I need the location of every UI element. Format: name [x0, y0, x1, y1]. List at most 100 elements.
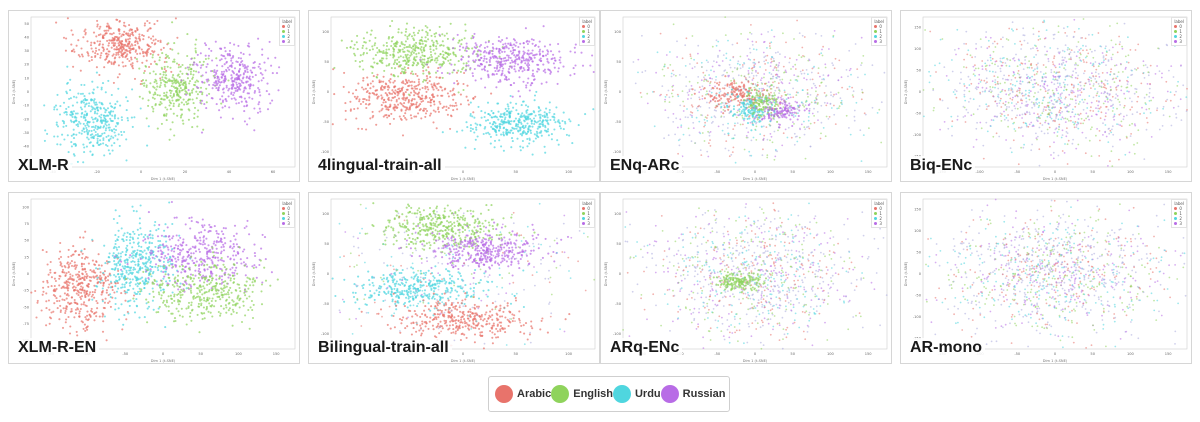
point-english — [165, 56, 168, 59]
mini-legend-dot — [582, 25, 586, 28]
point-english — [424, 36, 427, 39]
point-urdu — [761, 113, 764, 116]
point-arabic — [96, 25, 99, 28]
point-arabic — [397, 103, 400, 106]
point-mixed — [1099, 139, 1101, 142]
point-mixed — [800, 123, 803, 126]
point-urdu — [125, 138, 128, 141]
point-mixed — [1017, 163, 1020, 166]
point-arabic — [404, 109, 407, 112]
point-russian — [505, 78, 508, 82]
point-mixed — [854, 43, 857, 45]
point-english — [186, 77, 189, 80]
point-english — [765, 100, 768, 103]
point-mixed — [1090, 101, 1093, 104]
point-russian — [807, 104, 810, 107]
point-arabic — [115, 35, 118, 38]
point-mixed — [700, 79, 703, 82]
point-russian — [542, 63, 545, 66]
point-mixed — [706, 117, 708, 119]
point-english — [352, 47, 355, 50]
point-urdu — [559, 127, 562, 130]
point-russian — [221, 106, 224, 109]
point-mixed — [770, 77, 772, 80]
point-urdu — [751, 123, 754, 126]
point-arabic — [733, 82, 736, 85]
point-mixed — [764, 63, 766, 65]
point-arabic — [427, 88, 430, 91]
point-russian — [770, 114, 773, 117]
point-arabic — [432, 121, 435, 124]
point-urdu — [742, 108, 745, 111]
point-russian — [237, 56, 240, 60]
point-english — [188, 92, 192, 95]
point-russian — [253, 91, 256, 94]
point-arabic — [138, 47, 141, 50]
point-mixed — [783, 89, 786, 92]
point-russian — [243, 64, 246, 67]
point-english — [417, 32, 420, 35]
point-english — [165, 53, 168, 56]
point-arabic — [462, 82, 465, 86]
point-mixed — [701, 85, 704, 88]
point-english — [412, 37, 415, 40]
point-english — [441, 76, 444, 79]
point-russian — [257, 103, 260, 106]
point-urdu — [726, 93, 729, 96]
point-urdu — [502, 131, 505, 134]
point-arabic — [399, 102, 402, 105]
point-mixed — [708, 74, 710, 76]
mini-legend-entry: 3 — [282, 39, 292, 44]
point-urdu — [102, 138, 105, 142]
point-mixed — [676, 40, 678, 43]
point-russian — [211, 59, 214, 62]
point-urdu — [524, 131, 527, 134]
point-arabic — [451, 94, 454, 97]
point-arabic — [441, 89, 444, 92]
point-urdu — [751, 120, 754, 123]
point-mixed — [950, 115, 953, 118]
point-russian — [246, 68, 249, 71]
point-mixed — [661, 85, 664, 87]
point-urdu — [548, 108, 551, 112]
point-arabic — [415, 106, 418, 109]
point-arabic — [98, 48, 101, 51]
point-mixed — [777, 64, 780, 67]
point-arabic — [364, 103, 368, 106]
point-arabic — [415, 115, 418, 118]
point-english — [448, 62, 451, 65]
point-urdu — [752, 119, 755, 122]
point-mixed — [717, 54, 719, 57]
point-arabic — [94, 55, 97, 59]
points — [922, 18, 1188, 168]
point-mixed — [772, 101, 775, 103]
point-arabic — [364, 87, 367, 90]
point-mixed — [1085, 61, 1088, 64]
point-arabic — [90, 58, 93, 62]
point-mixed — [1074, 95, 1077, 98]
y-tick-label: -50 — [615, 120, 622, 124]
point-english — [768, 98, 771, 101]
point-mixed — [1074, 105, 1077, 108]
point-mixed — [864, 113, 867, 116]
point-mixed — [737, 109, 739, 112]
point-mixed — [689, 55, 692, 57]
point-mixed — [1115, 93, 1118, 96]
point-urdu — [530, 122, 533, 125]
point-russian — [497, 70, 500, 73]
axes-frame — [330, 16, 596, 168]
point-english — [170, 89, 173, 92]
point-arabic — [64, 49, 67, 52]
point-mixed — [773, 92, 776, 94]
point-urdu — [133, 116, 136, 119]
point-mixed — [987, 105, 990, 107]
point-arabic — [152, 35, 155, 38]
point-urdu — [96, 128, 99, 131]
point-arabic — [359, 102, 362, 106]
point-english — [171, 121, 174, 124]
point-russian — [469, 67, 472, 70]
point-urdu — [569, 120, 572, 123]
point-urdu — [537, 110, 540, 113]
point-mixed — [730, 153, 733, 156]
point-mixed — [824, 63, 827, 66]
